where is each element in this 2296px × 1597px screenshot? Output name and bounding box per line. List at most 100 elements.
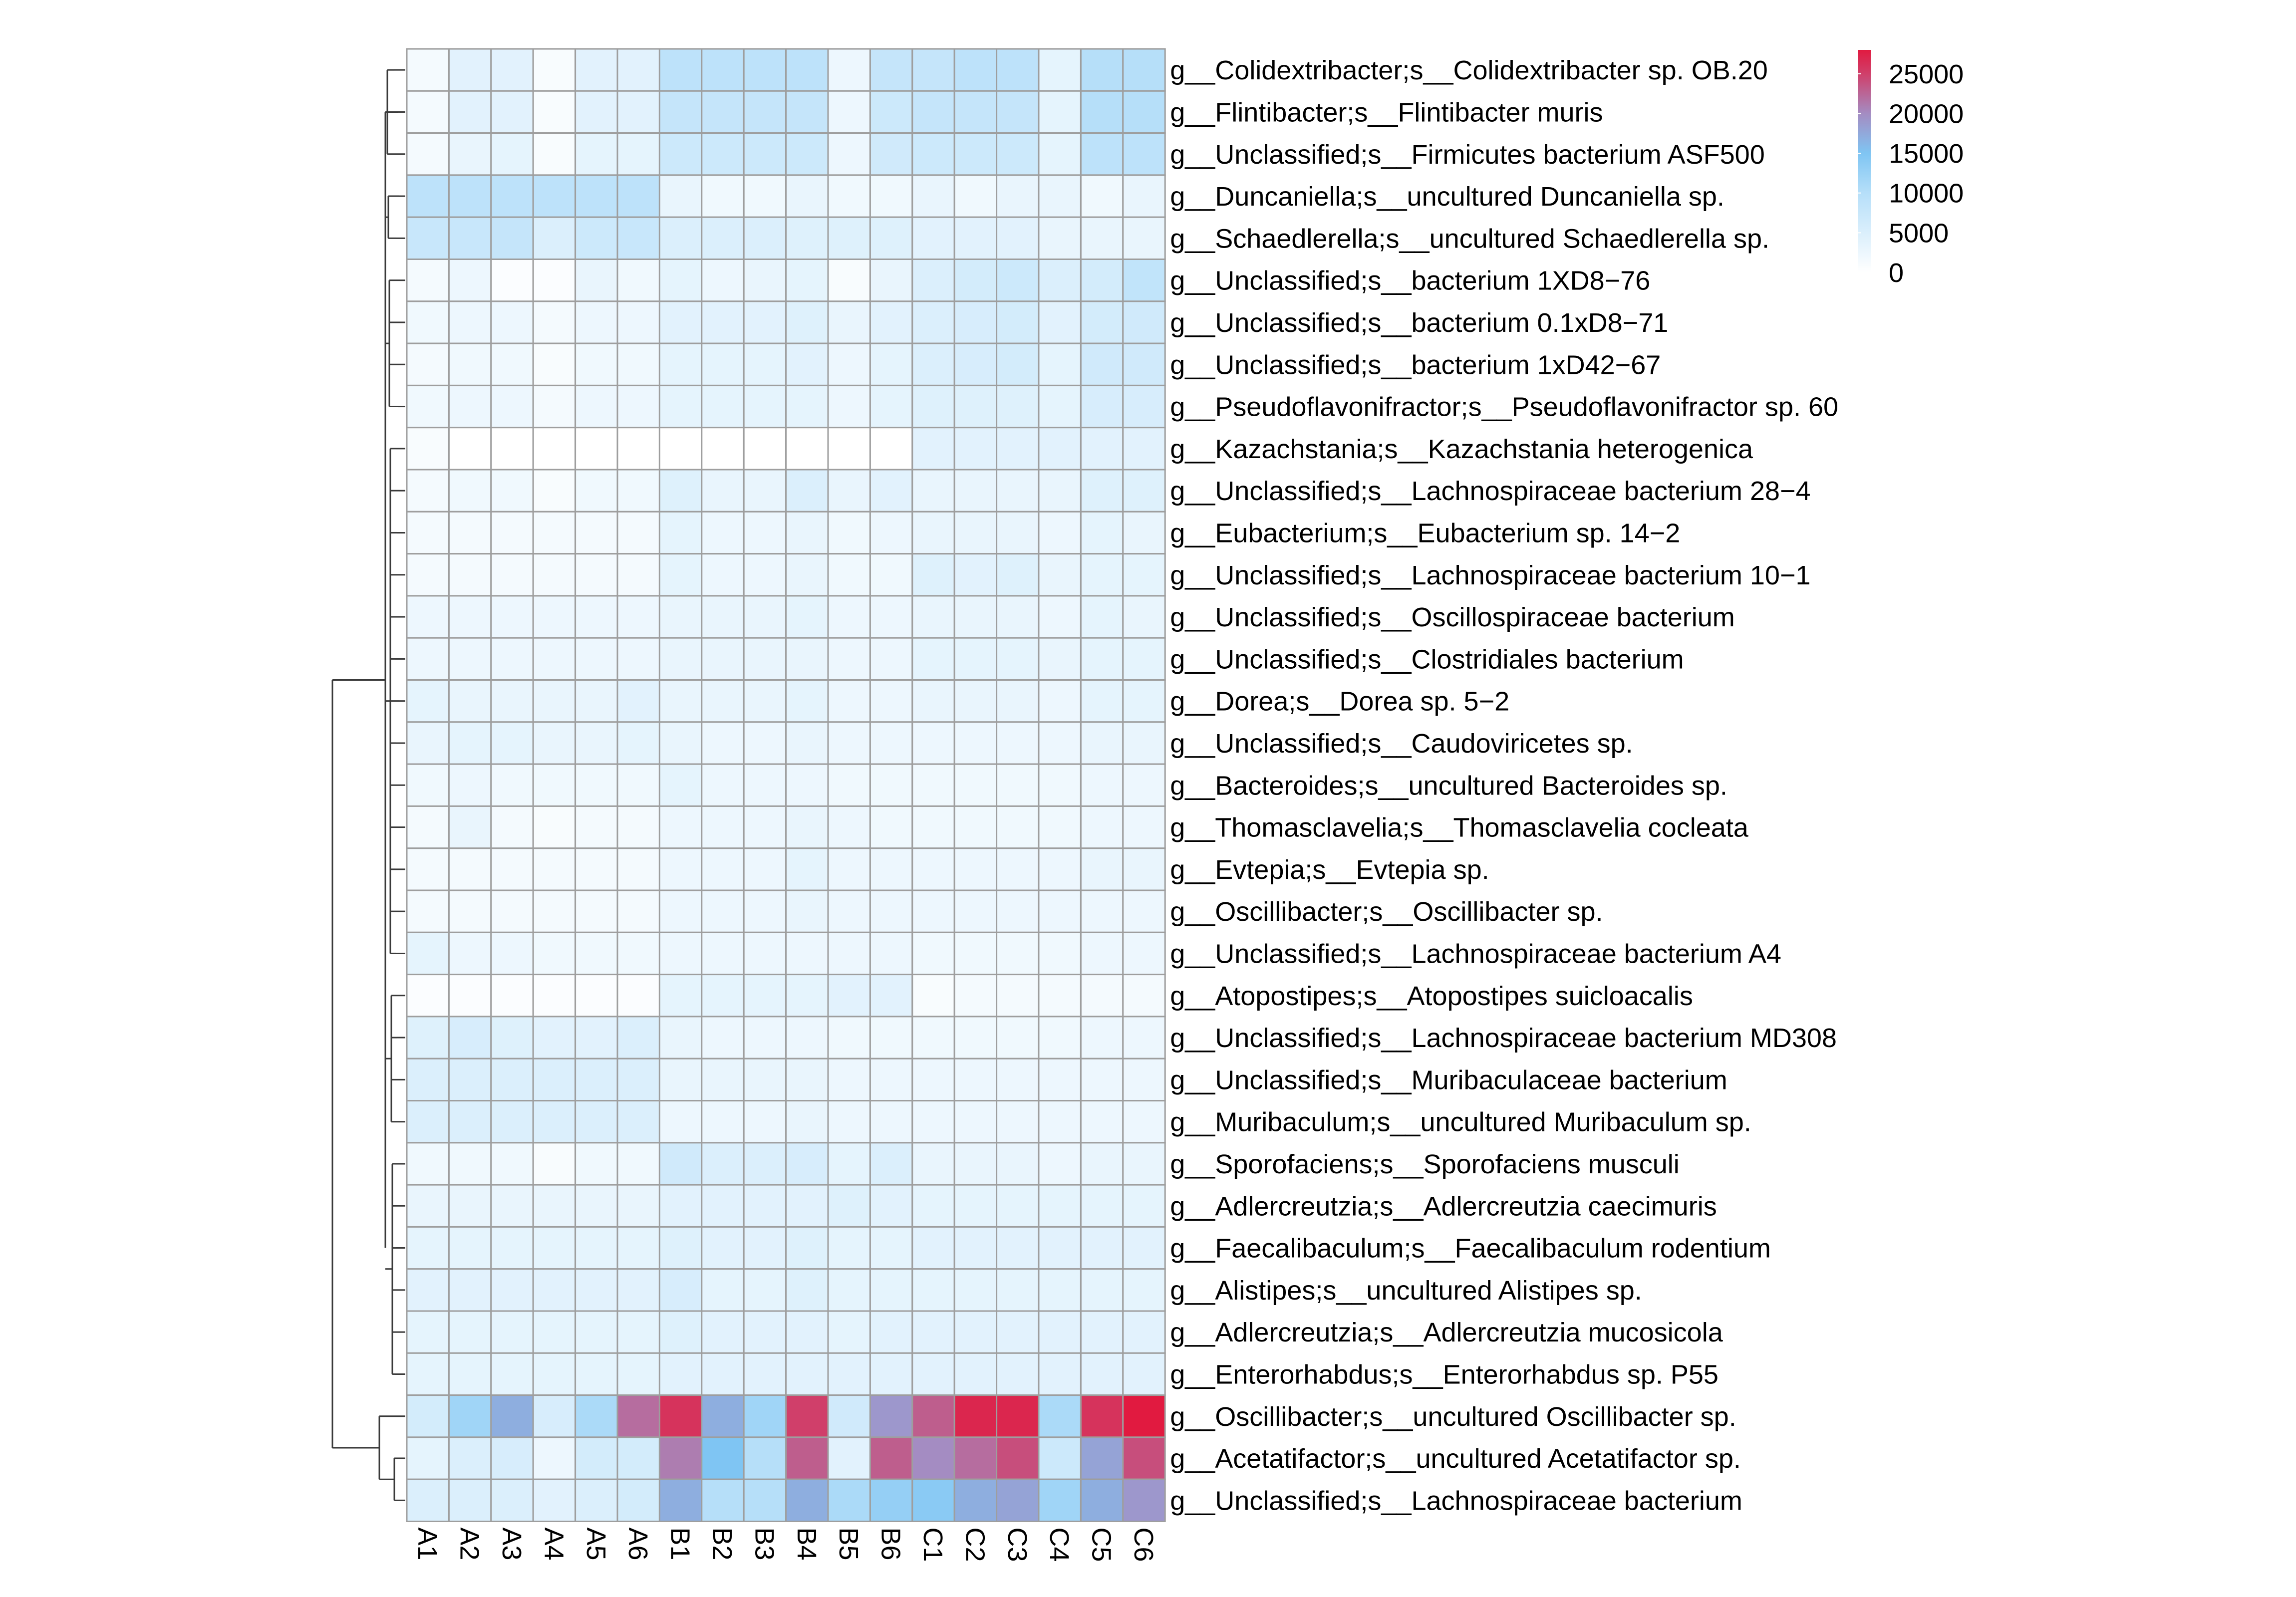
- heatmap-cell-B4-row-31: [785, 1310, 829, 1354]
- heatmap-cell-A5-row-26: [574, 1100, 618, 1144]
- heatmap-cell-B5-row-15: [827, 637, 871, 681]
- heatmap-cell-B1-row-16: [658, 679, 703, 723]
- heatmap-cell-B1-row-30: [658, 1268, 703, 1312]
- heatmap-cell-B6-row-21: [869, 889, 913, 933]
- heatmap-cell-B5-row-20: [827, 847, 871, 891]
- heatmap-cell-A6-row-18: [616, 763, 660, 807]
- row-labels: g__Colidextribacter;s__Colidextribacter …: [1170, 55, 1838, 1516]
- heatmap-cell-C2-row-7: [953, 300, 998, 344]
- heatmap-cell-A4-row-29: [532, 1226, 576, 1270]
- heatmap-cell-B1-row-6: [658, 259, 703, 302]
- row-dendrogram: [331, 69, 405, 1501]
- heatmap-cell-C6-row-5: [1122, 216, 1166, 261]
- heatmap-cell-A2-row-20: [448, 847, 492, 891]
- heatmap-cell-C2-row-33: [953, 1394, 998, 1438]
- heatmap-cell-C2-row-8: [953, 342, 998, 386]
- heatmap-cell-A2-row-28: [448, 1184, 492, 1228]
- row-label: g__Unclassified;s__bacterium 0.1xD8−71: [1170, 308, 1668, 338]
- heatmap-cell-C5-row-33: [1080, 1394, 1124, 1438]
- heatmap-cell-C5-row-20: [1080, 847, 1124, 891]
- heatmap-cell-A4-row-16: [532, 679, 576, 723]
- heatmap-cell-A2-row-34: [448, 1436, 492, 1480]
- heatmap-cell-A5-row-34: [574, 1436, 618, 1480]
- heatmap-cell-A2-row-27: [448, 1142, 492, 1186]
- heatmap-cell-C2-row-28: [953, 1184, 998, 1228]
- heatmap-cell-A3-row-22: [490, 931, 534, 976]
- heatmap-cell-C5-row-16: [1080, 679, 1124, 723]
- heatmap-cell-C1-row-32: [911, 1352, 955, 1396]
- heatmap-cell-C6-row-23: [1122, 974, 1166, 1018]
- heatmap-cell-A1-row-31: [406, 1310, 450, 1354]
- heatmap-cell-A5-row-22: [574, 931, 618, 976]
- column-label-C1: C1: [918, 1528, 948, 1562]
- heatmap-cell-A6-row-28: [616, 1184, 660, 1228]
- heatmap-cell-A5-row-31: [574, 1310, 618, 1354]
- heatmap-cell-B4-row-30: [785, 1268, 829, 1312]
- heatmap-cell-A5-row-23: [574, 974, 618, 1018]
- heatmap-cell-A3-row-32: [490, 1352, 534, 1396]
- heatmap-cell-A4-row-28: [532, 1184, 576, 1228]
- heatmap-cell-B4-row-20: [785, 847, 829, 891]
- heatmap-cell-A6-row-25: [616, 1058, 660, 1101]
- heatmap-cell-A4-row-1: [532, 48, 576, 92]
- heatmap-cell-A2-row-11: [448, 469, 492, 513]
- heatmap-cell-C2-row-1: [953, 48, 998, 92]
- row-label: g__Unclassified;s__Muribaculaceae bacter…: [1170, 1065, 1727, 1095]
- heatmap-cell-B5-row-8: [827, 342, 871, 386]
- heatmap-cell-B5-row-18: [827, 763, 871, 807]
- color-legend: 0 5000 10000 15000 20000 25000: [1858, 50, 1964, 288]
- heatmap-cell-A1-row-10: [406, 427, 450, 471]
- heatmap-cell-A3-row-19: [490, 805, 534, 849]
- heatmap-cell-A4-row-22: [532, 931, 576, 976]
- heatmap-cell-C2-row-15: [953, 637, 998, 681]
- heatmap-cell-C5-row-24: [1080, 1016, 1124, 1060]
- heatmap-cell-B6-row-5: [869, 216, 913, 261]
- heatmap-cell-B3-row-13: [743, 553, 787, 597]
- column-label-C3: C3: [1002, 1528, 1032, 1562]
- row-label: g__Pseudoflavonifractor;s__Pseudoflavoni…: [1170, 392, 1838, 422]
- heatmap-cell-C6-row-4: [1122, 174, 1166, 218]
- heatmap-cell-C3-row-1: [996, 48, 1040, 92]
- heatmap-cell-C6-row-25: [1122, 1058, 1166, 1101]
- heatmap-cell-A2-row-25: [448, 1058, 492, 1101]
- heatmap-cell-A3-row-17: [490, 721, 534, 765]
- heatmap-cell-C5-row-7: [1080, 300, 1124, 344]
- heatmap-cell-B2-row-4: [701, 174, 745, 218]
- heatmap-cell-B1-row-33: [658, 1394, 703, 1438]
- heatmap-cell-A1-row-23: [406, 974, 450, 1018]
- heatmap-cell-A6-row-22: [616, 931, 660, 976]
- heatmap-cell-B3-row-30: [743, 1268, 787, 1312]
- heatmap-cell-B5-row-34: [827, 1436, 871, 1480]
- heatmap-cell-C1-row-20: [911, 847, 955, 891]
- heatmap-cell-C5-row-30: [1080, 1268, 1124, 1312]
- heatmap-cell-B5-row-25: [827, 1058, 871, 1101]
- heatmap-cell-C2-row-24: [953, 1016, 998, 1060]
- row-label: g__Flintibacter;s__Flintibacter muris: [1170, 98, 1603, 128]
- heatmap-cell-B4-row-10: [785, 427, 829, 471]
- column-label-B1: B1: [665, 1528, 695, 1561]
- heatmap-cell-B2-row-25: [701, 1058, 745, 1101]
- heatmap-cell-C6-row-19: [1122, 805, 1166, 849]
- heatmap-cell-A5-row-18: [574, 763, 618, 807]
- heatmap-cell-C1-row-28: [911, 1184, 955, 1228]
- heatmap-cell-A2-row-15: [448, 637, 492, 681]
- heatmap-cell-A6-row-20: [616, 847, 660, 891]
- heatmap-cell-B3-row-19: [743, 805, 787, 849]
- heatmap-cell-C5-row-17: [1080, 721, 1124, 765]
- heatmap-cell-C4-row-29: [1038, 1226, 1082, 1270]
- heatmap-cell-B6-row-20: [869, 847, 913, 891]
- heatmap-cell-B1-row-7: [658, 300, 703, 344]
- heatmap-cell-B2-row-1: [701, 48, 745, 92]
- heatmap-cell-C2-row-13: [953, 553, 998, 597]
- heatmap-cell-B6-row-13: [869, 553, 913, 597]
- heatmap-cell-B3-row-31: [743, 1310, 787, 1354]
- heatmap-cell-C2-row-11: [953, 469, 998, 513]
- heatmap-cell-A4-row-18: [532, 763, 576, 807]
- heatmap-cell-C1-row-25: [911, 1058, 955, 1101]
- heatmap-cell-A3-row-24: [490, 1016, 534, 1060]
- heatmap-cell-C1-row-14: [911, 595, 955, 639]
- legend-tick-label: 10000: [1889, 179, 1964, 209]
- heatmap-cell-C4-row-15: [1038, 637, 1082, 681]
- heatmap-cell-C1-row-9: [911, 384, 955, 429]
- heatmap-cell-C6-row-27: [1122, 1142, 1166, 1186]
